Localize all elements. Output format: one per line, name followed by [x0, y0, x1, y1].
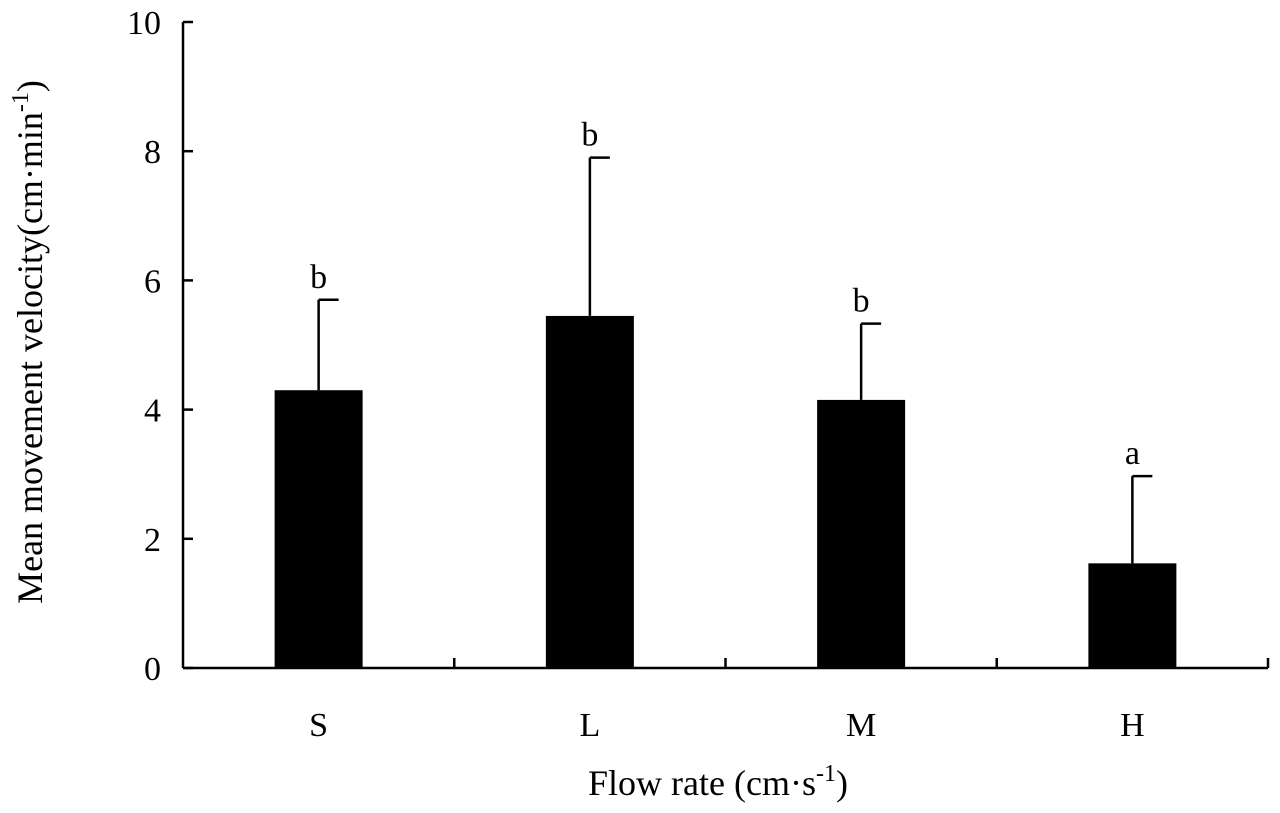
x-axis-title: Flow rate (cm·s-1)	[588, 761, 848, 803]
bars-group	[274, 315, 1177, 668]
y-tick-label-10: 10	[127, 5, 161, 42]
bar-M	[817, 399, 906, 668]
axes-group	[181, 20, 1270, 670]
y-axis-title-superscript: -1	[8, 92, 34, 112]
x-axis-title-superscript: -1	[816, 761, 836, 787]
x-axis-title-tail: )	[836, 763, 848, 803]
significance-label-H: a	[1125, 435, 1140, 472]
bar-H	[1088, 563, 1177, 668]
y-tick-label-8: 8	[144, 134, 161, 171]
y-tick-label-2: 2	[144, 522, 161, 559]
y-tick-label-4: 4	[144, 393, 161, 430]
y-tick-label-0: 0	[144, 651, 161, 688]
significance-label-S: b	[310, 259, 327, 296]
error-bars-group	[317, 156, 1153, 564]
y-axis-title: Mean movement velocity(cm·min-1)	[8, 80, 50, 604]
y-axis-title-main: Mean movement velocity(cm·min	[10, 112, 50, 604]
x-tick-label-H: H	[1120, 707, 1145, 744]
x-tick-label-M: M	[846, 707, 876, 744]
x-tick-label-L: L	[579, 707, 600, 744]
significance-label-L: b	[581, 117, 598, 154]
x-tick-label-S: S	[309, 707, 328, 744]
bar-S	[274, 390, 363, 668]
y-axis-title-tail: )	[10, 80, 50, 92]
x-axis-title-main: Flow rate (cm·s	[588, 763, 816, 803]
significance-label-M: b	[853, 283, 870, 320]
y-tick-label-6: 6	[144, 263, 161, 300]
bar-L	[545, 315, 634, 668]
labels-group: b Sb Lb Ma H 0 2 4 6 8 10	[127, 5, 1145, 744]
